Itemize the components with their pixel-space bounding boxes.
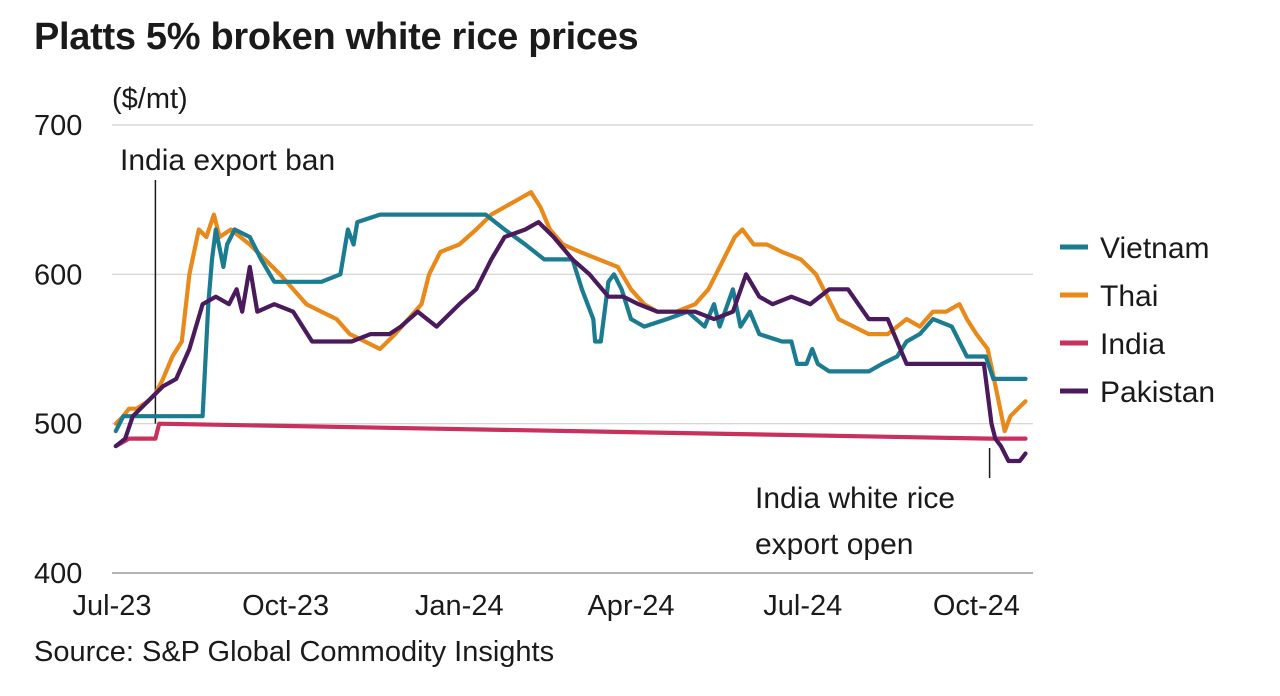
series-lines [113,190,1028,464]
y-tick-label-500: 500 [34,409,82,441]
source-note: Source: S&P Global Commodity Insights [34,636,555,668]
chart-title: Platts 5% broken white rice prices [34,16,639,58]
x-tick-label-Apr-24: Apr-24 [587,590,674,622]
y-axis-unit-label: ($/mt) [112,83,188,115]
y-axis-tick-labels: 400 500 600 700 [34,110,82,590]
series-line-pakistan [113,220,1028,464]
annotation-text-export-open: India white rice [755,482,955,515]
series-line-india [113,421,1028,449]
annotation-text-export-open: export open [755,528,913,561]
x-tick-label-Jan-24: Jan-24 [415,590,504,622]
x-tick-label-Jul-23: Jul-23 [73,590,152,622]
legend-label-vietnam: Vietnam [1100,232,1210,265]
legend-label-thai: Thai [1100,280,1158,313]
series-line-vietnam [113,212,1028,434]
y-tick-label-600: 600 [34,259,82,291]
x-tick-label-Jul-24: Jul-24 [763,590,842,622]
y-tick-label-700: 700 [34,110,82,142]
y-tick-label-400: 400 [34,558,82,590]
legend-label-pakistan: Pakistan [1100,376,1215,409]
x-axis-tick-labels: Jul-23 Oct-23 Jan-24 Apr-24 Jul-24 Oct-24 [73,590,1020,622]
x-tick-label-Oct-24: Oct-24 [933,590,1020,622]
legend-label-india: India [1100,328,1165,361]
series-line-thai [113,190,1028,434]
x-tick-label-Oct-23: Oct-23 [242,590,329,622]
legend: Vietnam Thai India Pakistan [1060,232,1215,409]
annotation-text-export-ban: India export ban [120,144,335,177]
annotations: India export ban India white rice export o… [120,144,991,561]
